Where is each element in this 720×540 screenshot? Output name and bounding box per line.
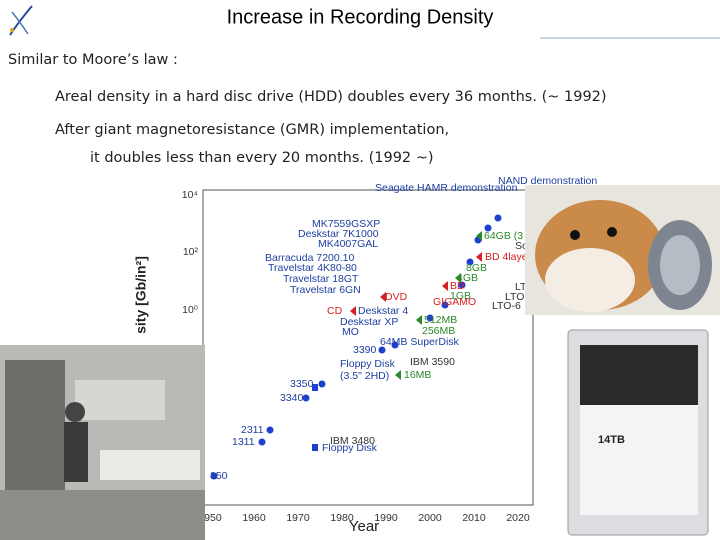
y-tick-label: 10⁴ [182,189,198,201]
annotation: IBM 3480 [330,435,375,447]
annotation: LTO- [505,291,528,303]
annotation: Travelstar 4K80-80 [268,262,357,274]
annotation: Deskstar 7K1000 [298,228,379,240]
annotation: LT [515,281,527,293]
annotation: IBM 3590 [410,356,455,368]
x-tick-label: 2010 [462,512,486,524]
annotation: 256MB [422,325,455,337]
annotation: DVD [385,291,408,303]
mainframe-photo [0,345,205,540]
annotation: Floppy Disk [322,442,378,454]
data-points [210,214,502,480]
annotation: BD [450,280,465,292]
y-tick-label: 10² [183,246,199,258]
annotation: Travelstar 6GN [290,284,361,296]
logo [9,5,33,36]
annotation: 1GB [450,290,471,302]
annotation: 350 [210,470,228,482]
hamster-photo [525,185,720,315]
bullet: Areal density in a hard disc drive (HDD)… [55,89,607,105]
annotation: 16MB [404,369,431,381]
x-axis-label: Year [349,518,379,535]
y-axis-label: sity [Gb/in²] [133,256,149,334]
title: Increase in Recording Density [227,6,494,28]
x-tick-label: 2020 [506,512,530,524]
bullet: it doubles less than every 20 months. (1… [90,150,434,166]
annotation: LTO-6 [492,300,521,312]
annotation: 4GB [457,272,478,284]
annotation: 1311 [232,436,255,448]
annotation: MK7559GSXP [312,218,380,230]
annotation: BD 4laye [485,251,528,263]
annotation: CD [327,305,343,317]
x-tick-label: 1990 [374,512,398,524]
annotation: 2311 [241,424,264,436]
annotation: 8GB [466,262,487,274]
annotation: MO [342,326,359,338]
annotation: 64MB SuperDisk [380,336,460,348]
hdd-photo: 14TB [567,329,709,536]
annotation: 3390 [353,344,377,356]
x-tick-label: 1980 [330,512,354,524]
annotation: Deskstar 4 [358,305,408,317]
annotation: Floppy Disk [340,358,396,370]
x-tick-label: 2000 [418,512,442,524]
svg-text:14TB: 14TB [598,434,625,446]
bullet: After giant magnetoresistance (GMR) impl… [55,122,449,138]
annotation: Barracuda 7200.10 [265,252,354,264]
annotation: 512MB [424,314,457,326]
annotation: 3350 [290,378,314,390]
annotation: 64GB (3 [484,230,523,242]
annotation: 3340 [280,392,304,404]
annotation: Seagate HAMR demonstration [375,182,518,194]
bullet: Similar to Moore’s law : [8,52,178,68]
annotation: NAND demonstration [498,175,597,187]
figure: 1950 1960 1970 1980 1990 2000 2010 2020 … [133,175,598,535]
annotation: (3.5" 2HD) [340,370,389,382]
annotation: GIGAMO [433,296,476,308]
annotation: So [515,240,528,252]
x-tick-label: 1960 [242,512,266,524]
annotation: Deskstar XP [340,316,398,328]
annotation: Travelstar 18GT [283,273,359,285]
annotation: MK4007GAL [318,238,378,250]
y-tick-label: 10⁰ [182,304,199,316]
x-tick-label: 1970 [286,512,310,524]
